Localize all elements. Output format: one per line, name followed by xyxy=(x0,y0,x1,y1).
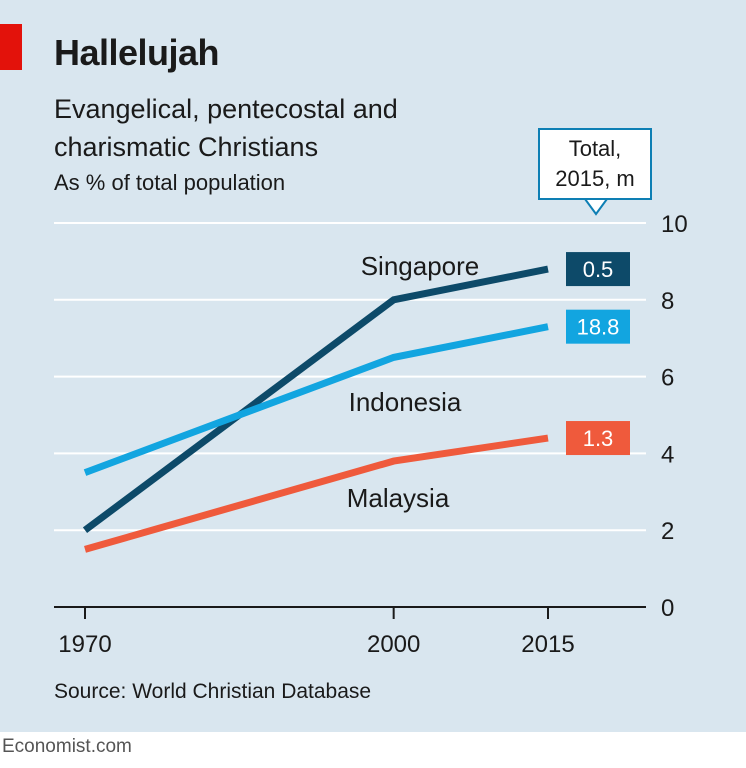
y-tick-label: 0 xyxy=(661,595,674,622)
x-tick-label: 2015 xyxy=(521,631,574,658)
chart-subtitle: Evangelical, pentecostal and charismatic… xyxy=(54,94,398,162)
series-label-malaysia: Malaysia xyxy=(347,483,450,513)
series-line-indonesia xyxy=(83,323,549,476)
total-tags: 0.5 18.8 1.3 xyxy=(566,252,630,456)
brand-red-tag xyxy=(0,24,22,70)
x-tick-label: 1970 xyxy=(58,631,111,658)
series-label-singapore: Singapore xyxy=(361,251,480,281)
line-chart: 0 2 4 6 8 10 1970 2000 2015 Singapore Indonesia Ma… xyxy=(54,198,688,658)
y-tick-label: 6 xyxy=(661,365,674,392)
series-labels: Singapore Indonesia Malaysia xyxy=(347,251,480,513)
callout-line-1: Total, xyxy=(568,136,622,161)
brand-footer: Economist.com xyxy=(2,736,132,757)
total-tag-bg xyxy=(566,252,630,287)
unit-note: As % of total population xyxy=(54,170,286,195)
chart-title: Hallelujah xyxy=(54,32,220,73)
total-callout: Total, 2015, m xyxy=(538,128,652,200)
series-lines xyxy=(82,265,549,553)
total-tag-bg xyxy=(566,421,630,456)
total-tag-bg xyxy=(566,309,630,344)
series-line-singapore xyxy=(82,265,549,534)
source-note: Source: World Christian Database xyxy=(54,680,372,703)
y-tick-label: 2 xyxy=(661,518,674,545)
callout-pointer xyxy=(583,198,609,216)
y-tick-label: 10 xyxy=(661,211,688,238)
callout-line-2: 2015, m xyxy=(555,166,635,191)
y-tick-label: 8 xyxy=(661,288,674,315)
series-line-malaysia xyxy=(84,434,549,553)
axes: 0 2 4 6 8 10 1970 2000 2015 xyxy=(54,211,688,658)
x-tick-label: 2000 xyxy=(367,631,420,658)
series-label-indonesia: Indonesia xyxy=(349,387,462,417)
total-tag-value: 1.3 xyxy=(583,426,614,451)
y-tick-label: 4 xyxy=(661,441,674,468)
total-tag-value: 18.8 xyxy=(577,315,620,340)
total-tag-value: 0.5 xyxy=(583,257,614,282)
